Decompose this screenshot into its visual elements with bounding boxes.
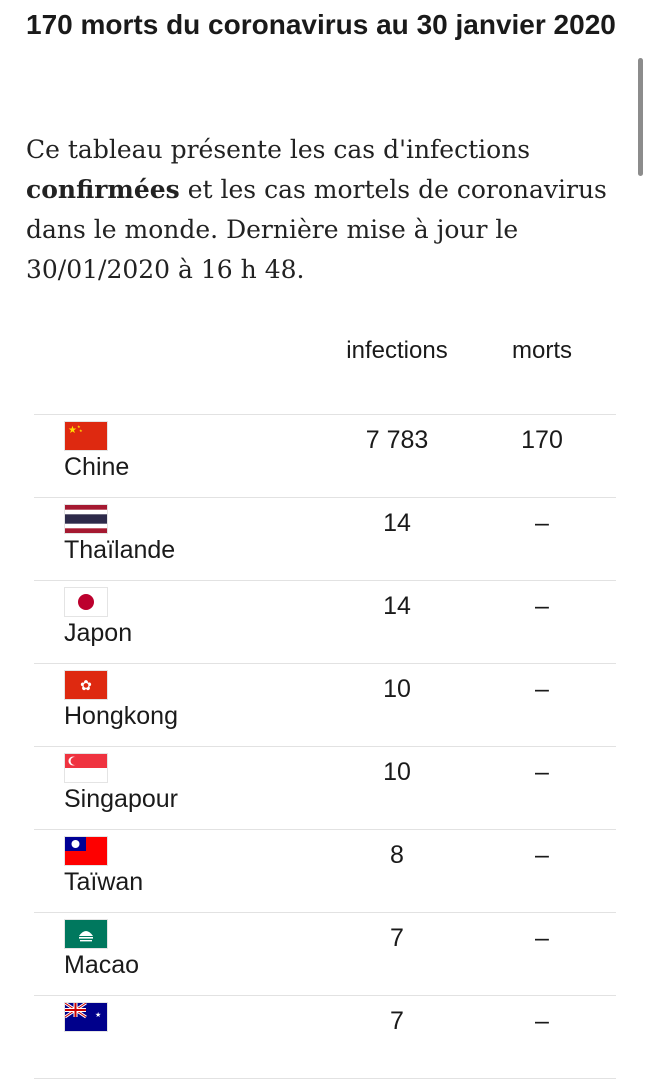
svg-text:★: ★ <box>77 424 81 429</box>
infections-value: 10 <box>383 675 411 703</box>
infections-value: 14 <box>383 592 411 620</box>
morts-value: – <box>535 592 549 620</box>
morts-value: – <box>535 675 549 703</box>
country-name: Chine <box>64 453 130 481</box>
australia-flag-icon: ★ <box>65 1003 107 1031</box>
singapore-flag-icon <box>65 754 107 782</box>
svg-text:✿: ✿ <box>80 678 92 694</box>
table-row: Taïwan 8 – <box>34 830 616 913</box>
china-flag-icon: ★ ★ ★ <box>65 422 107 450</box>
intro-text-end: et les cas mortels de coronavirus dans l… <box>26 175 607 284</box>
table-row: Singapour 10 – <box>34 747 616 830</box>
svg-text:★: ★ <box>79 428 83 433</box>
article-title: 170 morts du coronavirus au 30 janvier 2… <box>26 9 616 40</box>
infections-value: 7 783 <box>365 426 429 454</box>
table-body: ★ ★ ★ Chine 7 783 170 Thaïlande 14 – Jap… <box>34 415 616 1079</box>
article-intro: Ce tableau présente les cas d'infections… <box>26 130 630 290</box>
country-name: Macao <box>64 951 140 979</box>
header-infections: infections <box>346 337 448 364</box>
morts-value: – <box>535 924 549 952</box>
svg-text:★: ★ <box>95 1011 101 1019</box>
infections-value: 8 <box>390 841 404 869</box>
svg-text:★: ★ <box>68 425 77 436</box>
table-row: Thaïlande 14 – <box>34 498 616 581</box>
country-name: Japon <box>64 619 133 647</box>
hongkong-flag-icon: ✿ <box>65 671 107 699</box>
country-name: Thaïlande <box>64 536 176 564</box>
table-row: ★ 7 – <box>34 996 616 1079</box>
table-row: Japon 14 – <box>34 581 616 664</box>
table-row: ★ ★ ★ Chine 7 783 170 <box>34 415 616 498</box>
infections-value: 7 <box>390 924 404 952</box>
intro-text-start: Ce tableau présente les cas d'infections <box>26 135 531 164</box>
table-row: ✿ Hongkong 10 – <box>34 664 616 747</box>
table-header: infections morts <box>34 330 616 415</box>
infections-value: 14 <box>383 509 411 537</box>
infections-value: 10 <box>383 758 411 786</box>
country-name: Singapour <box>64 785 178 813</box>
morts-value: – <box>535 841 549 869</box>
macao-flag-icon <box>65 920 107 948</box>
thailand-flag-icon <box>65 505 107 533</box>
morts-value: – <box>535 509 549 537</box>
morts-value: – <box>535 758 549 786</box>
country-name: Taïwan <box>64 868 144 896</box>
taiwan-flag-icon <box>65 837 107 865</box>
page-scrollbar[interactable] <box>638 58 643 176</box>
morts-value: 170 <box>521 426 563 454</box>
header-morts: morts <box>512 337 572 364</box>
table-row: Macao 7 – <box>34 913 616 996</box>
country-name: Hongkong <box>64 702 178 730</box>
morts-value: – <box>535 1007 549 1035</box>
japan-flag-icon <box>65 588 107 616</box>
intro-text-bold: confirmées <box>26 175 180 204</box>
infections-value: 7 <box>390 1007 404 1035</box>
